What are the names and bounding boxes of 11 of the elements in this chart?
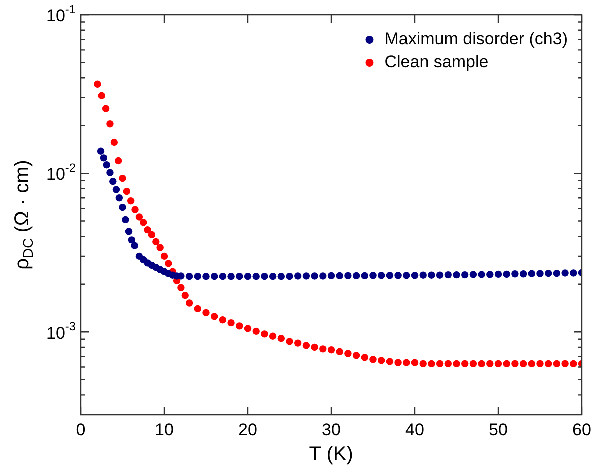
legend-label: Clean sample — [384, 52, 489, 72]
x-tick-label: 40 — [406, 420, 424, 440]
x-tick-label: 60 — [572, 420, 591, 440]
x-axis-title: T (K) — [309, 444, 354, 466]
x-tick-label: 10 — [155, 420, 174, 440]
x-tick-label: 50 — [489, 420, 508, 440]
legend-label: Maximum disorder (ch3) — [384, 30, 568, 49]
y-axis-title: ρDC (Ω · cm) — [12, 160, 36, 270]
x-tick-label: 20 — [238, 420, 258, 440]
x-tick-label: 0 — [76, 420, 86, 440]
x-tick-label: 30 — [322, 420, 341, 440]
